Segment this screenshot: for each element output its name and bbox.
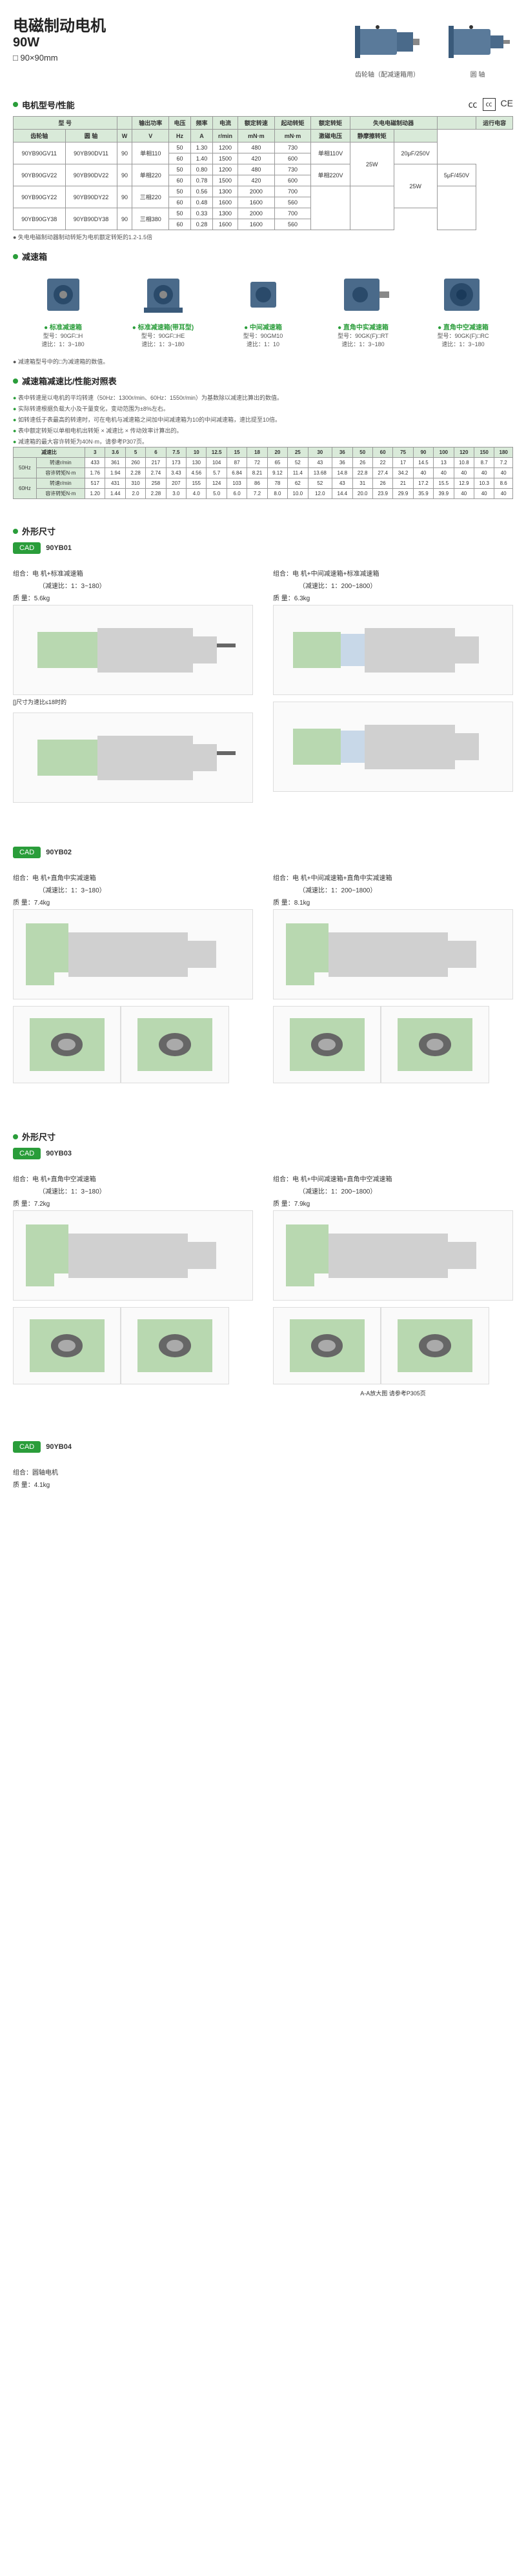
gearbox-item: ● 标准减速箱 型号：90GF□H 速比：1：3~180 xyxy=(13,269,113,348)
ratio-note-item: 减速箱的最大容许转矩为40N·m，请参考P307页。 xyxy=(13,436,513,447)
ratio-note-item: 实际转速根据负载大小及干量变化，变动范围为±8%左右。 xyxy=(13,403,513,414)
ratio-notes: 表中转速是以电机的平均转速（50Hz：1300r/min、60Hz：1550r/… xyxy=(0,392,526,447)
technical-drawing xyxy=(273,909,513,999)
technical-drawing xyxy=(13,909,253,999)
cad-badge: CAD xyxy=(13,1148,41,1159)
weight-label: 质 量：6.3kg xyxy=(273,593,513,602)
end-view-drawing xyxy=(273,1307,381,1384)
cad-model: 90YB02 xyxy=(46,849,72,856)
certification-icons: ㏄㏄CE xyxy=(469,98,513,111)
technical-drawing xyxy=(13,713,253,803)
outline-section-title: 外形尺寸 xyxy=(22,1130,56,1143)
section-bullet-icon xyxy=(13,254,18,259)
gearbox-item: ● 直角中实减速箱 型号：90GK(F)□RT 速比：1：3~180 xyxy=(313,269,413,348)
ratio-note: （减速比：1：200~1800） xyxy=(273,1186,513,1195)
cad-badge: CAD xyxy=(13,847,41,858)
gearbox-item: ● 直角中空减速箱 型号：90GK(F)□RC 速比：1：3~180 xyxy=(413,269,513,348)
ratio-note: （减速比：1：200~1800） xyxy=(273,580,513,590)
combo-label: 组合：电 机+中间减速箱+直角中实减速箱 xyxy=(273,872,513,882)
end-view-drawing xyxy=(121,1006,228,1083)
technical-drawing xyxy=(273,605,513,695)
motor2-caption: 圆 轴 xyxy=(442,69,513,79)
end-view-drawing xyxy=(121,1307,228,1384)
weight-label: 质 量：7.4kg xyxy=(13,897,253,907)
section-bullet-icon xyxy=(13,379,18,384)
dim-note: []尺寸为速比≤18时的 xyxy=(13,698,253,706)
gearbox-item: ● 中间减速箱 型号：90GM10 速比：1：10 xyxy=(213,269,313,348)
section-note: A-A放大图 请参考P305页 xyxy=(273,1389,513,1397)
combo-label: 组合：电 机+标准减速箱 xyxy=(13,568,253,578)
motor1-caption: 齿轮轴（配减速箱用） xyxy=(352,69,423,79)
motor-image-gear: 齿轮轴（配减速箱用） xyxy=(352,13,423,79)
spec-table: 型 号输出功率电压频率电流额定转速起动转矩额定转矩失电电磁制动器运行电容齿轮轴圆… xyxy=(13,116,513,230)
weight-label: 质 量：4.1kg xyxy=(13,1479,513,1489)
combo-label: 组合：电 机+直角中实减速箱 xyxy=(13,872,253,882)
technical-drawing xyxy=(273,1210,513,1301)
ratio-note: （减速比：1：3~180） xyxy=(13,580,253,590)
ratio-note-item: 表中额定转矩以单相电机出转矩 × 减速比 × 传动效率计算出的。 xyxy=(13,425,513,436)
cad-model: 90YB04 xyxy=(46,1443,72,1451)
spec-section-title: 电机型号/性能 xyxy=(22,99,75,111)
weight-label: 质 量：5.6kg xyxy=(13,593,253,602)
gearbox-note: ● 减速箱型号中的□为减速箱的数值。 xyxy=(0,355,526,368)
technical-drawing xyxy=(13,605,253,695)
end-view-drawing xyxy=(13,1307,121,1384)
spec-note: ● 失电电磁制动器制动转矩为电机额定转矩的1.2-1.5倍 xyxy=(0,230,526,244)
section-bullet-icon xyxy=(13,102,18,107)
combo-label: 组合：圆轴电机 xyxy=(13,1467,513,1477)
cad-model: 90YB01 xyxy=(46,544,72,552)
cad-badge: CAD xyxy=(13,542,41,554)
cad-badge: CAD xyxy=(13,1441,41,1453)
weight-label: 质 量：7.9kg xyxy=(273,1198,513,1208)
end-view-drawing xyxy=(381,1006,489,1083)
ratio-note: （减速比：1：3~180） xyxy=(13,1186,253,1195)
ratio-section-title: 减速箱减速比/性能对照表 xyxy=(22,375,117,387)
weight-label: 质 量：7.2kg xyxy=(13,1198,253,1208)
page-title: 电磁制动电机 xyxy=(13,13,106,35)
outline-section-title: 外形尺寸 xyxy=(22,525,56,537)
end-view-drawing xyxy=(13,1006,121,1083)
gearbox-item: ● 标准减速箱(带耳型) 型号：90GF□HE 速比：1：3~180 xyxy=(113,269,213,348)
end-view-drawing xyxy=(273,1006,381,1083)
cad-model: 90YB03 xyxy=(46,1150,72,1157)
technical-drawing xyxy=(273,702,513,792)
ratio-table: 减速比33.6567.51012.51518202530365060759010… xyxy=(13,447,513,499)
power-rating: 90W xyxy=(13,35,106,50)
weight-label: 质 量：8.1kg xyxy=(273,897,513,907)
gearbox-row: ● 标准减速箱 型号：90GF□H 速比：1：3~180 ● 标准减速箱(带耳型… xyxy=(0,269,526,348)
ratio-note-item: 如转速低于表最高的转速时，可在电机与减速箱之间加中间减速箱为10的中间减速箱，速… xyxy=(13,414,513,425)
end-view-drawing xyxy=(381,1307,489,1384)
combo-label: 组合：电 机+中间减速箱+直角中空减速箱 xyxy=(273,1174,513,1183)
frame-dimension: □ 90×90mm xyxy=(13,53,106,63)
motor-image-round: 圆 轴 xyxy=(442,13,513,79)
combo-label: 组合：电 机+中间减速箱+标准减速箱 xyxy=(273,568,513,578)
technical-drawing xyxy=(13,1210,253,1301)
ratio-note: （减速比：1：3~180） xyxy=(13,885,253,894)
combo-label: 组合：电 机+直角中空减速箱 xyxy=(13,1174,253,1183)
ratio-note: （减速比：1：200~1800） xyxy=(273,885,513,894)
gearbox-section-title: 减速箱 xyxy=(22,250,47,262)
ratio-note-item: 表中转速是以电机的平均转速（50Hz：1300r/min、60Hz：1550r/… xyxy=(13,392,513,403)
